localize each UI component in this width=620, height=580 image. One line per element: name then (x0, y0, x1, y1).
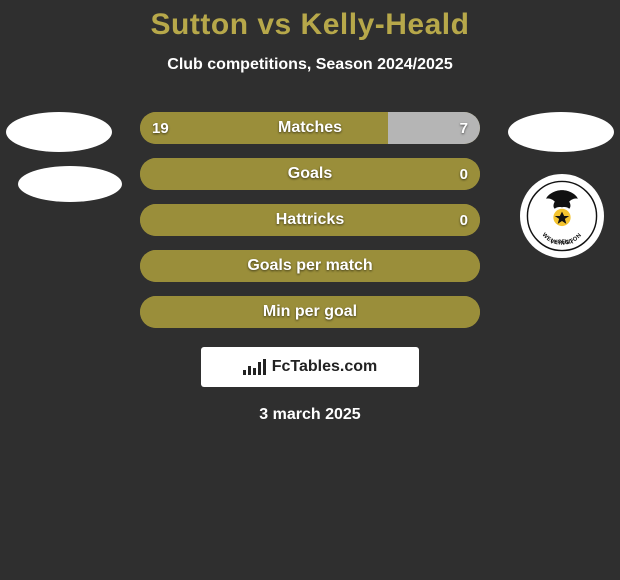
bar-row: Matches19 7 (140, 112, 480, 144)
bar-label: Goals per match (140, 257, 480, 275)
date-text: 3 march 2025 (0, 406, 620, 424)
bar-label: Min per goal (140, 303, 480, 321)
bar-row: Goals0 (140, 158, 480, 190)
player-left-avatar-1 (6, 112, 112, 152)
bar-chart-icon (243, 359, 266, 375)
page-title: Sutton vs Kelly-Heald (0, 0, 620, 42)
bar-label: Matches (140, 119, 480, 137)
watermark-text: FcTables.com (272, 358, 378, 376)
crest-icon: WELLINGTON PHOENIX (526, 180, 598, 252)
bars-group: Matches197Goals0Hattricks0Goals per matc… (140, 112, 480, 342)
svg-text:PHOENIX: PHOENIX (551, 239, 574, 245)
bar-row: Hattricks0 (140, 204, 480, 236)
subtitle: Club competitions, Season 2024/2025 (0, 56, 620, 74)
player-left-avatar-2 (18, 166, 122, 202)
bar-value-right: 0 (460, 166, 468, 183)
player-right-avatar (508, 112, 614, 152)
bar-value-left: 19 (152, 120, 169, 137)
player-right-crest: WELLINGTON PHOENIX (520, 174, 604, 258)
bar-value-right: 7 (460, 120, 468, 137)
bar-value-right: 0 (460, 212, 468, 229)
bar-label: Hattricks (140, 211, 480, 229)
watermark: FcTables.com (201, 347, 419, 387)
bar-row: Min per goal (140, 296, 480, 328)
bar-label: Goals (140, 165, 480, 183)
comparison-container: Sutton vs Kelly-Heald Club competitions,… (0, 0, 620, 580)
bar-row: Goals per match (140, 250, 480, 282)
